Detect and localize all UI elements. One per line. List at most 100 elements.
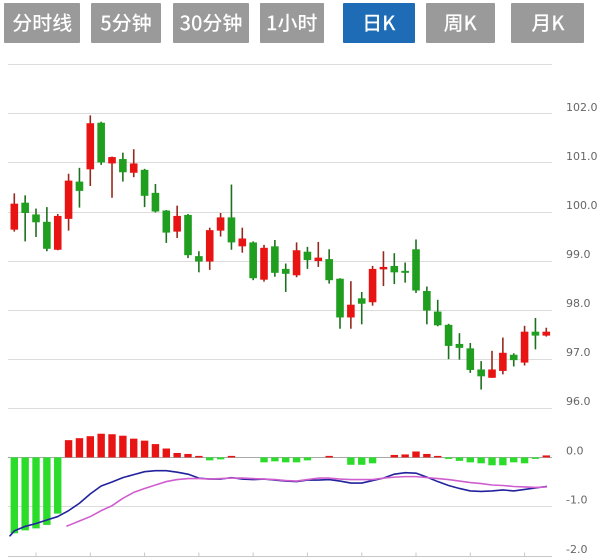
macd-bar [542,455,550,458]
candle-body [260,247,268,280]
candle-body [238,238,247,247]
candle-body [119,159,127,173]
candle-body [325,259,333,281]
macd-bar [195,455,203,458]
macd-bar [260,457,268,463]
candle-body [303,251,312,261]
macd-axis-label: 0.0 [566,444,584,457]
price-axis-label: 100.0 [566,199,598,212]
candle-body [184,214,192,256]
candle-body [520,331,529,363]
macd-bar [423,453,431,458]
candle-body [281,268,290,274]
price-axis-label: 97.0 [566,346,591,359]
candle-body [216,217,225,231]
tab-minute-line[interactable] [3,3,80,43]
candle-body [455,343,464,348]
candle-body [466,348,475,370]
macd-bar [477,457,485,464]
candle-body [357,298,366,304]
tab-weekly-k[interactable] [426,3,495,43]
candle-body [129,163,138,173]
macd-bar [119,435,127,458]
candle-body [53,215,62,250]
macd-bar [184,453,192,458]
macd-bar [488,457,496,466]
macd-axis-label: -2.0 [566,543,587,556]
candle-body [271,246,279,273]
macd-bar [216,457,225,460]
tab-monthly-k[interactable] [510,3,585,43]
macd-bar [444,457,453,459]
macd-bar [412,451,420,458]
dea-line [66,475,548,527]
candle-body [379,266,388,270]
macd-bar [162,448,170,458]
candle-body [433,311,442,326]
macd-bar [466,457,474,463]
candle-body [542,331,551,336]
macd-bar [282,457,290,463]
tab-label [365,15,396,33]
macd-bar [390,454,398,458]
macd-bar [531,457,540,459]
tab-label [12,13,72,33]
macd-bar [325,455,333,458]
macd-bar [108,434,116,458]
macd-bar [97,433,105,458]
candle-body [21,202,29,213]
tab-label [179,13,241,33]
candle-body [43,221,51,249]
macd-bar [140,440,149,458]
candle-body [86,123,95,170]
macd-bar [173,452,181,458]
macd-bar [271,457,279,462]
candle-body [10,203,19,230]
candle-body [368,268,377,303]
candle-body [97,122,105,163]
macd-bar [434,455,442,458]
macd-bar [455,457,464,461]
tab-label [100,13,151,33]
macd-bar [21,457,29,531]
price-axis-label: 98.0 [566,297,591,310]
tab-label [267,13,317,33]
price-axis-label: 96.0 [566,395,591,408]
candle-body [444,324,453,346]
macd-bar [368,457,377,464]
period-tab-bar [0,0,604,46]
candle-body [162,210,171,233]
macd-bar [499,457,507,466]
tab-5min[interactable] [91,3,161,43]
macd-bar [86,436,94,458]
macd-bar [64,440,73,458]
candle-body [32,214,40,223]
candle-body [205,230,214,262]
candle-body [151,192,160,212]
macd-bar [227,455,236,458]
candle-body [140,169,149,196]
tab-1hour[interactable] [260,3,324,43]
macd-bar [358,457,366,465]
tab-label [531,14,565,33]
macd-bar [510,457,518,463]
candle-body [249,242,257,279]
macd-bar [130,438,138,458]
candle-body [173,215,181,232]
tab-daily-k[interactable] [343,3,415,43]
candle-body [314,257,323,262]
candle-body [336,278,344,318]
candle-body [292,250,301,276]
candle-body [412,249,420,291]
tab-30min[interactable] [172,3,249,43]
macd-bar [292,457,301,463]
macd-bar [303,457,312,461]
macd-bar [43,457,51,525]
macd-bar [32,457,40,529]
macd-bar [10,457,18,534]
macd-bar [401,454,409,458]
candle-body [390,265,399,273]
candle-body [509,354,518,361]
